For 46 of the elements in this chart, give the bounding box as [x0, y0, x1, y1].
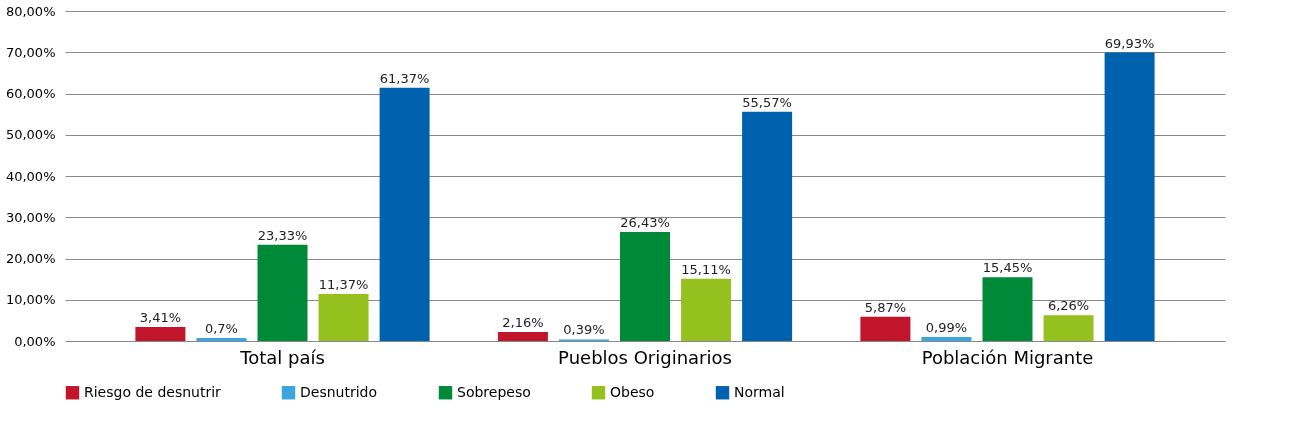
y-tick-label: 50,00% — [5, 127, 56, 143]
data-label: 15,11% — [681, 261, 731, 277]
data-label: 11,37% — [318, 277, 369, 293]
y-tick-label: 60,00% — [5, 86, 56, 101]
data-label: 0,7% — [204, 321, 238, 337]
bar — [982, 277, 1033, 341]
bar — [620, 231, 670, 341]
bar — [681, 278, 732, 341]
data-label: 69,93% — [1104, 35, 1155, 51]
data-label: 0,99% — [925, 319, 968, 335]
legend-label: Riesgo de desnutrir — [84, 383, 222, 400]
data-label: 26,43% — [620, 214, 670, 230]
y-tick-label: 70,00% — [5, 44, 56, 60]
bar — [1043, 315, 1094, 341]
legend-label: Sobrepeso — [457, 383, 531, 400]
bar — [1104, 52, 1155, 341]
data-label: 2,16% — [502, 315, 544, 331]
y-tick-label: 20,00% — [5, 251, 56, 266]
bar — [921, 336, 972, 341]
y-tick-label: 30,00% — [5, 209, 56, 225]
x-tick-label: Total país — [239, 346, 325, 368]
bar — [742, 111, 793, 341]
data-label: 15,45% — [982, 260, 1033, 276]
y-tick-label: 80,00% — [5, 3, 56, 19]
bar — [860, 316, 911, 341]
bar — [135, 326, 186, 341]
legend-label: Obeso — [610, 383, 655, 400]
data-label: 61,37% — [379, 70, 430, 86]
bar — [497, 332, 548, 341]
y-tick-label: 40,00% — [5, 168, 56, 184]
legend-label: Normal — [734, 383, 785, 400]
data-label: 6,26% — [1047, 298, 1090, 314]
data-label: 0,39% — [563, 322, 605, 338]
data-label: 3,41% — [139, 309, 182, 325]
data-label: 55,57% — [742, 94, 792, 110]
bar — [318, 294, 369, 341]
x-tick-label: Población Migrante — [921, 346, 1094, 368]
bar — [379, 87, 430, 341]
data-label: 5,87% — [864, 299, 907, 315]
y-tick-label: 10,00% — [5, 292, 56, 308]
legend-label: Desnutrido — [300, 383, 378, 400]
bar — [257, 244, 308, 341]
bar — [196, 338, 247, 341]
x-tick-label: Pueblos Originarios — [558, 346, 732, 368]
y-tick-label: 0,00% — [14, 333, 56, 349]
data-label: 23,33% — [257, 227, 308, 243]
